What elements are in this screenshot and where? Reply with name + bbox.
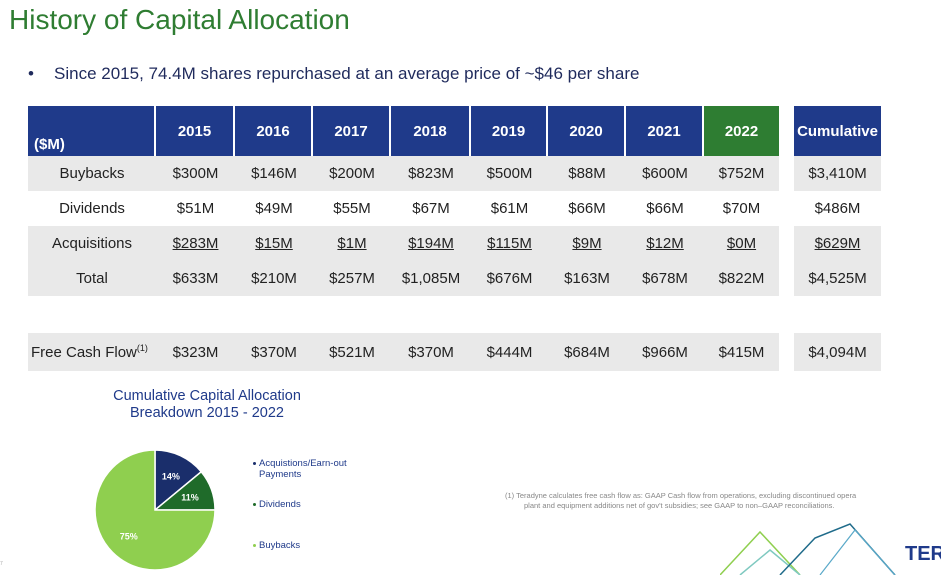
cell: $1,085M	[391, 261, 471, 296]
cell: $88M	[548, 156, 626, 191]
legend-item-dividends: Dividends	[253, 499, 301, 510]
cell: $500M	[471, 156, 548, 191]
cell: $194M	[391, 226, 471, 261]
legend-bullet-icon	[253, 502, 256, 506]
cell: $752M	[704, 156, 779, 191]
cumulative-cell: $3,410M	[794, 156, 881, 191]
summary-bullet: • Since 2015, 74.4M shares repurchased at…	[28, 64, 640, 83]
cell: $370M	[235, 333, 313, 371]
cell: $12M	[626, 226, 704, 261]
pie-chart: 14% 11% 75%	[94, 449, 216, 571]
cell: $823M	[391, 156, 471, 191]
cell: $51M	[176, 200, 215, 217]
cell: $115M	[471, 226, 548, 261]
legend-item-buybacks: Buybacks	[253, 540, 300, 551]
table-row: Free Cash Flow(1) $323M $370M $521M $370…	[28, 333, 881, 371]
cell: $521M	[313, 333, 391, 371]
chart-title: Cumulative Capital Allocation Breakdown …	[113, 388, 301, 421]
cell: $684M	[548, 333, 626, 371]
row-label: Total	[28, 261, 156, 296]
cell: $70M	[722, 200, 761, 217]
cumulative-cell: $486M	[814, 200, 861, 217]
legend-item-acquisitions: Acquistions/Earn-out Payments	[253, 458, 347, 480]
legend-bullet-icon	[253, 461, 256, 465]
cell: $676M	[471, 261, 548, 296]
cell: $323M	[156, 333, 235, 371]
row-label: Free Cash Flow(1)	[28, 333, 156, 371]
teradyne-logo-graphic	[720, 523, 896, 575]
table-row: Buybacks $300M $146M $200M $823M $500M $…	[28, 156, 881, 191]
table-row: Acquisitions $283M $15M $1M $194M $115M …	[28, 226, 881, 261]
table-row: Dividends $51M $49M $55M $67M $61M $66M …	[28, 191, 881, 226]
page-title: History of Capital Allocation	[9, 4, 350, 35]
cell: $200M	[313, 156, 391, 191]
cumulative-cell: $4,525M	[794, 261, 881, 296]
pie-slice-label: 14%	[162, 471, 180, 481]
capital-allocation-table: ($M) 2015 2016 2017 2018 2019 2020 2021 …	[28, 106, 881, 296]
cumulative-cell: $4,094M	[794, 333, 881, 371]
cell: $9M	[548, 226, 626, 261]
cell: $55M	[333, 200, 371, 217]
cell: $633M	[156, 261, 235, 296]
cell: $0M	[704, 226, 779, 261]
cell: $66M	[646, 200, 684, 217]
table-row: Total $633M $210M $257M $1,085M $676M $1…	[28, 261, 881, 296]
cell: $146M	[235, 156, 313, 191]
pie-slice-label: 75%	[120, 531, 138, 541]
year-header-2015: 2015	[156, 106, 235, 156]
cell: $67M	[412, 200, 450, 217]
row-label: Buybacks	[28, 156, 156, 191]
cell: $678M	[626, 261, 704, 296]
cell: $300M	[156, 156, 235, 191]
cell: $415M	[704, 333, 779, 371]
cell: $600M	[626, 156, 704, 191]
cell: $1M	[313, 226, 391, 261]
pie-slice-acquistions-earn-out-payments	[154, 449, 203, 512]
teradyne-logo: TER	[905, 543, 941, 565]
row-label: Acquisitions	[28, 226, 156, 261]
row-label: Dividends	[59, 200, 125, 217]
cell: $966M	[626, 333, 704, 371]
legend-bullet-icon	[253, 543, 256, 547]
cell: $370M	[391, 333, 471, 371]
year-header-2016: 2016	[235, 106, 313, 156]
cell: $163M	[548, 261, 626, 296]
year-header-2022: 2022	[704, 106, 779, 156]
cell: $822M	[704, 261, 779, 296]
year-header-2018: 2018	[391, 106, 471, 156]
page-number: 7	[0, 561, 3, 567]
cumulative-cell: $629M	[794, 226, 881, 261]
footnote: (1) Teradyne calculates free cash flow a…	[505, 491, 857, 510]
cell: $257M	[313, 261, 391, 296]
pie-slice-buybacks	[94, 449, 216, 571]
cell: $66M	[568, 200, 606, 217]
cumulative-header: Cumulative	[794, 106, 881, 156]
free-cash-flow-row: Free Cash Flow(1) $323M $370M $521M $370…	[28, 333, 881, 371]
header-row: ($M) 2015 2016 2017 2018 2019 2020 2021 …	[28, 106, 881, 156]
year-header-2019: 2019	[471, 106, 548, 156]
cell: $49M	[255, 200, 293, 217]
cell: $61M	[490, 200, 529, 217]
unit-header: ($M)	[28, 106, 156, 156]
cell: $283M	[156, 226, 235, 261]
cell: $210M	[235, 261, 313, 296]
cell: $15M	[235, 226, 313, 261]
cell: $444M	[471, 333, 548, 371]
year-header-2020: 2020	[548, 106, 626, 156]
pie-slice-label: 11%	[181, 492, 199, 502]
year-header-2017: 2017	[313, 106, 391, 156]
year-header-2021: 2021	[626, 106, 704, 156]
